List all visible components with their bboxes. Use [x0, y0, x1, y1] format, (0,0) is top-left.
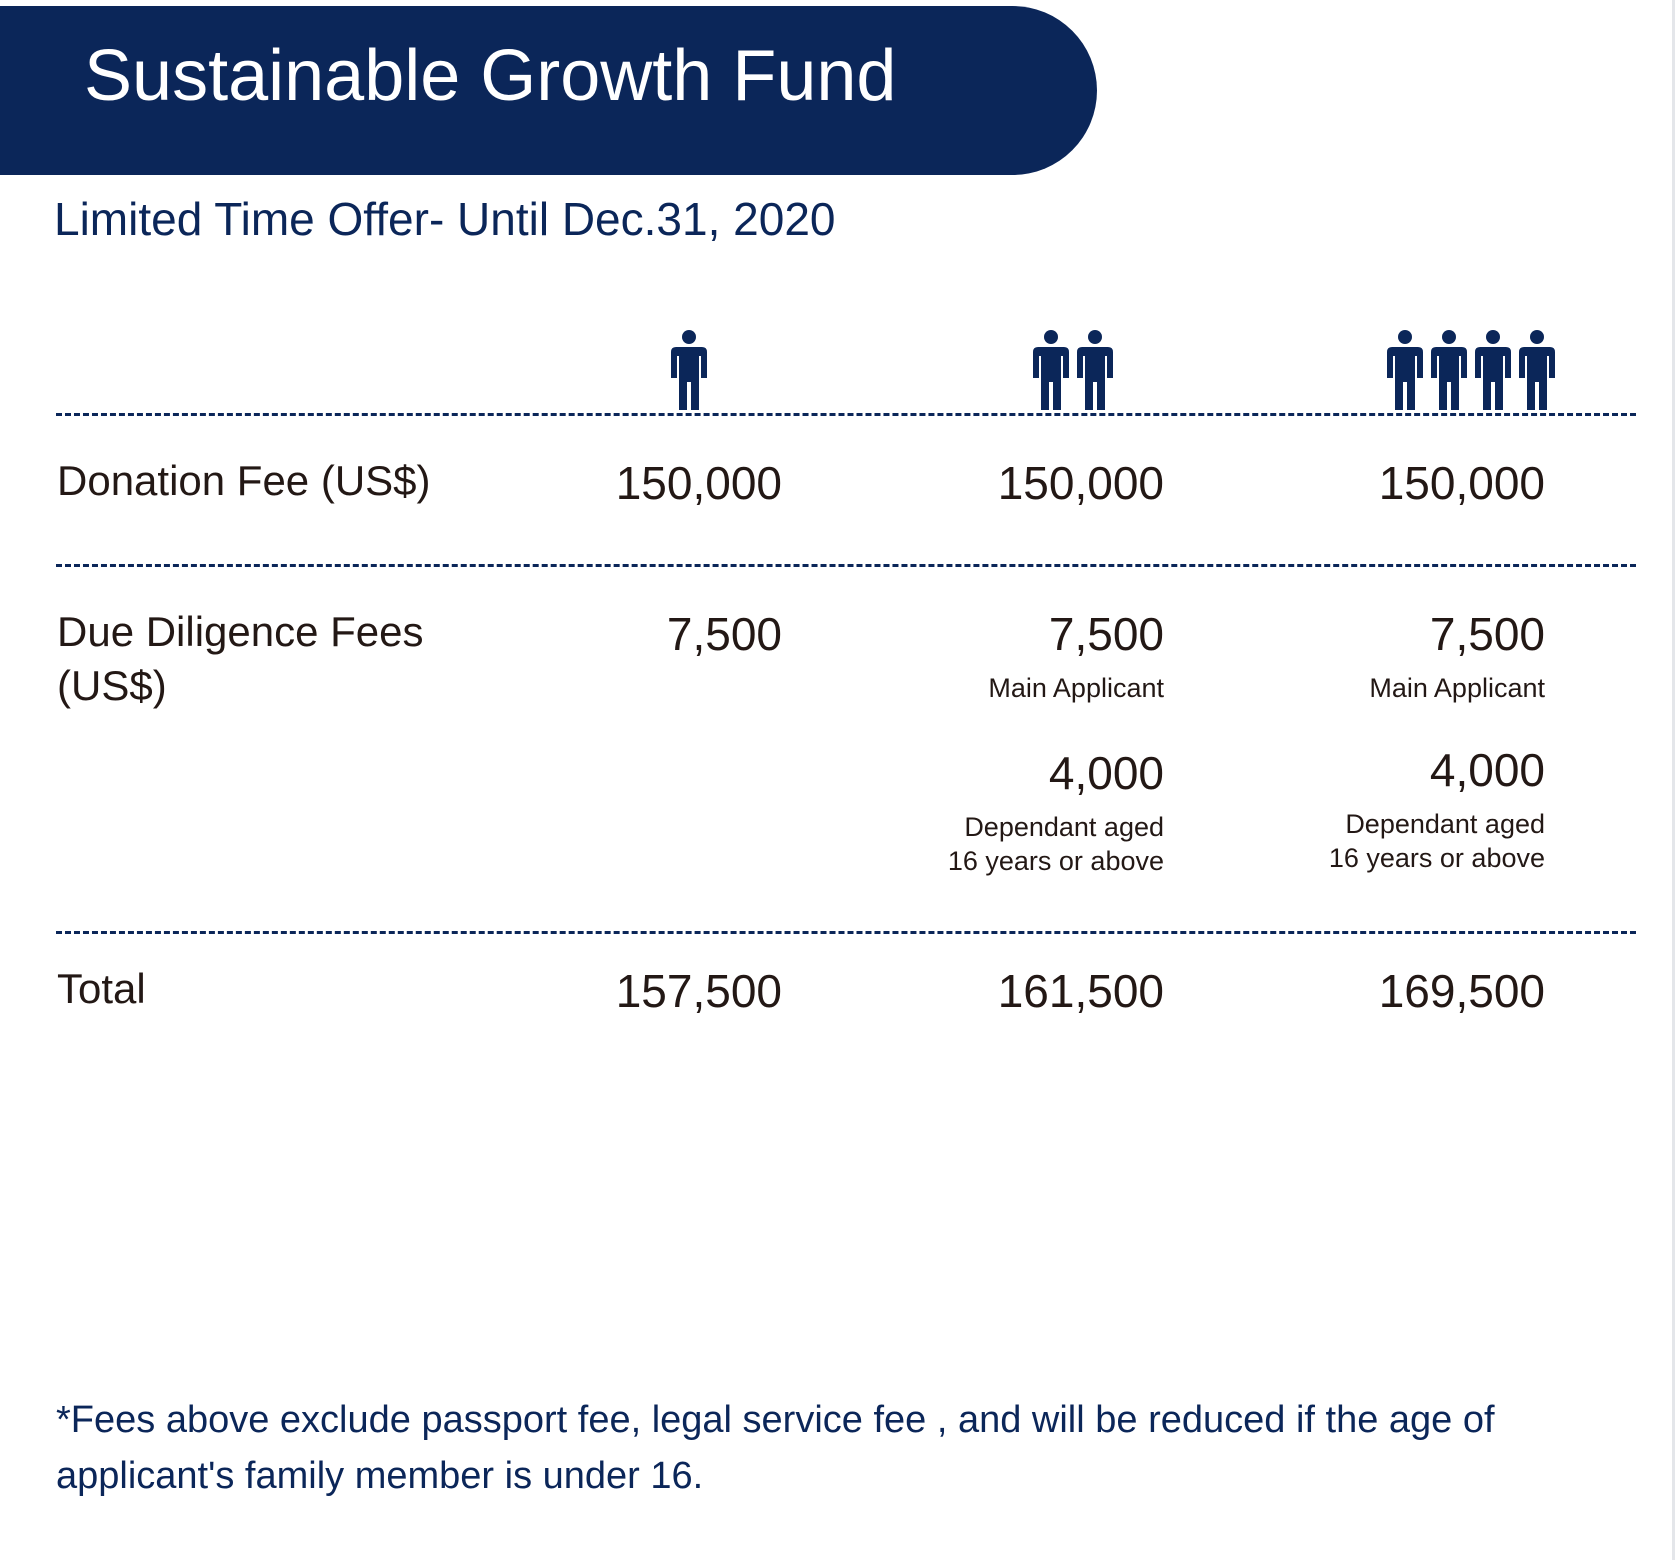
dependant-note-line: Dependant aged: [964, 812, 1164, 842]
dependant-fee-value: 4,000: [1429, 744, 1545, 796]
person-icon: [1032, 330, 1070, 410]
column-2-people: [1032, 330, 1114, 410]
total-value: 169,500: [1378, 965, 1545, 1017]
page-edge: [1672, 0, 1675, 1560]
due-diligence-label: Due Diligence Fees (US$): [57, 605, 424, 713]
page-title: Sustainable Growth Fund: [84, 36, 897, 116]
person-icon: [1386, 330, 1424, 410]
due-diligence-value: 7,500: [666, 608, 782, 660]
dependant-note: Dependant aged 16 years or above: [1145, 807, 1545, 875]
dependant-note: Dependant aged 16 years or above: [764, 810, 1164, 878]
person-icon: [1430, 330, 1468, 410]
divider: [56, 931, 1636, 934]
dependant-fee-value: 4,000: [1048, 747, 1164, 799]
person-icon: [1518, 330, 1556, 410]
due-diligence-value: 7,500: [1429, 608, 1545, 660]
donation-fee-value: 150,000: [615, 457, 782, 509]
person-icon: [1076, 330, 1114, 410]
offer-subtitle: Limited Time Offer- Until Dec.31, 2020: [54, 193, 836, 245]
donation-fee-value: 150,000: [997, 457, 1164, 509]
fees-footnote: *Fees above exclude passport fee, legal …: [56, 1399, 1495, 1497]
total-label: Total: [57, 965, 146, 1012]
person-icon: [1474, 330, 1512, 410]
main-applicant-note: Main Applicant: [1369, 673, 1545, 703]
divider: [56, 413, 1636, 416]
donation-fee-value: 150,000: [1378, 457, 1545, 509]
column-4-people: [1386, 330, 1556, 410]
dependant-note-line: 16 years or above: [1328, 843, 1545, 873]
divider: [56, 564, 1636, 567]
column-1-people: [670, 330, 708, 410]
due-diligence-value: 7,500: [1048, 608, 1164, 660]
person-icon: [670, 330, 708, 410]
dependant-note-line: Dependant aged: [1345, 809, 1545, 839]
due-diligence-label-line: (US$): [57, 662, 167, 709]
total-value: 161,500: [997, 965, 1164, 1017]
total-value: 157,500: [615, 965, 782, 1017]
title-banner: Sustainable Growth Fund: [0, 6, 1097, 175]
main-applicant-note: Main Applicant: [988, 673, 1164, 703]
dependant-note-line: 16 years or above: [947, 846, 1164, 876]
donation-fee-label: Donation Fee (US$): [57, 457, 431, 504]
due-diligence-label-line: Due Diligence Fees: [57, 608, 424, 655]
